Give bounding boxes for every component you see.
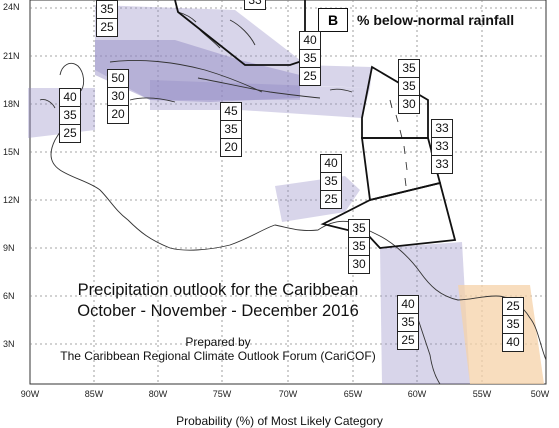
lon-label: 65W bbox=[343, 389, 363, 399]
probability-value: 35 bbox=[96, 0, 118, 19]
region-cuba bbox=[95, 5, 300, 100]
lat-label: 12N bbox=[3, 195, 20, 205]
probability-stack-puerto-rico: 40 35 25 bbox=[299, 31, 321, 86]
probability-value: 30 bbox=[348, 255, 370, 274]
probability-value: 50 bbox=[107, 69, 129, 88]
prepared-by: Prepared by bbox=[185, 335, 251, 349]
lat-label: 3N bbox=[3, 339, 15, 349]
probability-value: 40 bbox=[502, 333, 524, 352]
lon-label: 85W bbox=[84, 389, 104, 399]
lon-label: 75W bbox=[212, 389, 232, 399]
probability-stack-hispaniola: 45 35 20 bbox=[220, 102, 242, 157]
lon-label: 90W bbox=[20, 389, 40, 399]
forum-name: The Caribbean Regional Climate Outlook F… bbox=[60, 349, 376, 363]
probability-value: 40 bbox=[299, 31, 321, 50]
zone-windward bbox=[360, 137, 442, 202]
region-suriname bbox=[458, 285, 544, 384]
probability-stack-caribbean-sea: 40 35 25 bbox=[320, 154, 342, 209]
lon-label: 80W bbox=[148, 389, 168, 399]
probability-stack-bahamas: 35 25 bbox=[96, 0, 118, 37]
probability-value: 35 bbox=[220, 120, 242, 139]
probability-stack-windward: 33 33 33 bbox=[431, 119, 453, 174]
probability-value: 45 bbox=[220, 102, 242, 121]
lat-label: 6N bbox=[3, 291, 15, 301]
lat-label: 18N bbox=[3, 99, 20, 109]
probability-value: 33 bbox=[431, 137, 453, 156]
probability-value: 33 bbox=[244, 0, 266, 10]
probability-value: 35 bbox=[398, 77, 420, 96]
probability-value: 40 bbox=[397, 295, 419, 314]
lat-label: 21N bbox=[3, 51, 20, 61]
probability-value: 25 bbox=[320, 190, 342, 209]
probability-value: 20 bbox=[220, 138, 242, 157]
lat-label: 15N bbox=[3, 147, 20, 157]
region-hispaniola bbox=[150, 80, 370, 118]
legend-below-normal: B % below-normal rainfall bbox=[318, 8, 514, 32]
probability-stack-cuba: 50 30 20 bbox=[107, 69, 129, 124]
probability-value: 35 bbox=[502, 315, 524, 334]
probability-caption: Probability (%) of Most Likely Category bbox=[176, 414, 383, 428]
probability-value: 25 bbox=[96, 18, 118, 37]
lon-label: 50W bbox=[530, 389, 550, 399]
lat-label: 9N bbox=[3, 243, 15, 253]
probability-value: 40 bbox=[320, 154, 342, 173]
probability-value: 40 bbox=[59, 88, 81, 107]
probability-value: 33 bbox=[431, 155, 453, 174]
probability-stack-trinidad: 35 35 30 bbox=[348, 219, 370, 274]
probability-value: 30 bbox=[107, 87, 129, 106]
probability-value: 20 bbox=[107, 105, 129, 124]
probability-stack-belize: 40 35 25 bbox=[59, 88, 81, 143]
probability-value: 35 bbox=[398, 59, 420, 78]
probability-value: 30 bbox=[398, 95, 420, 114]
map-frame bbox=[29, 0, 547, 385]
probability-stack-leeward: 35 35 30 bbox=[398, 59, 420, 114]
probability-value: 25 bbox=[59, 124, 81, 143]
legend-key: B bbox=[318, 8, 348, 32]
probability-value: 35 bbox=[299, 49, 321, 68]
lon-label: 70W bbox=[278, 389, 298, 399]
probability-value: 25 bbox=[502, 297, 524, 316]
probability-value: 25 bbox=[397, 331, 419, 350]
probability-stack-suriname: 25 35 40 bbox=[502, 297, 524, 352]
map-period: October - November - December 2016 bbox=[77, 302, 359, 320]
probability-value: 35 bbox=[348, 219, 370, 238]
probability-value: 35 bbox=[59, 106, 81, 125]
probability-value: 35 bbox=[397, 313, 419, 332]
legend-label: % below-normal rainfall bbox=[357, 12, 515, 28]
probability-stack-top-center: 33 bbox=[244, 0, 266, 10]
lon-label: 60W bbox=[407, 389, 427, 399]
lon-label: 55W bbox=[472, 389, 492, 399]
lat-label: 24N bbox=[3, 2, 20, 12]
probability-value: 35 bbox=[320, 172, 342, 191]
region-caribbean-sea bbox=[275, 176, 360, 222]
probability-value: 33 bbox=[431, 119, 453, 138]
map-title: Precipitation outlook for the Caribbean bbox=[77, 281, 359, 299]
probability-value: 35 bbox=[348, 237, 370, 256]
probability-value: 25 bbox=[299, 67, 321, 86]
probability-stack-guyana: 40 35 25 bbox=[397, 295, 419, 350]
